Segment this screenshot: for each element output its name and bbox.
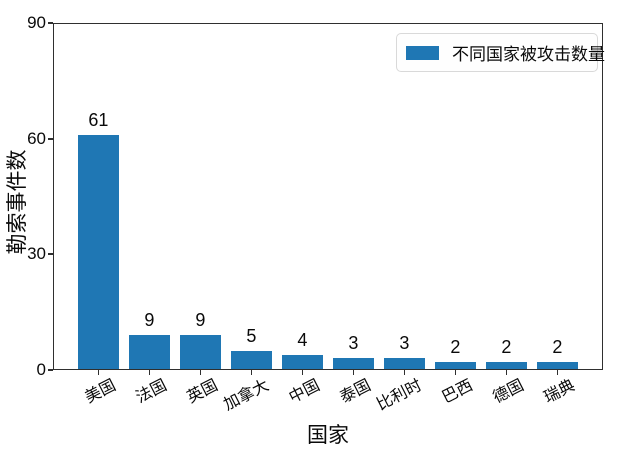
x-tick-mark xyxy=(301,370,304,375)
x-tick-label: 美国 xyxy=(82,377,120,407)
x-tick-mark xyxy=(97,370,100,375)
x-tick-label: 比利时 xyxy=(374,377,426,414)
bar-英国 xyxy=(179,335,221,370)
bar-德国 xyxy=(485,362,527,370)
y-tick-mark xyxy=(48,369,53,371)
bar-value-label: 3 xyxy=(348,333,359,354)
x-tick-mark xyxy=(403,370,406,375)
y-tick-mark xyxy=(48,253,53,256)
y-tick-label: 60 xyxy=(27,128,46,148)
x-tick-mark xyxy=(352,370,355,375)
y-tick-label: 0 xyxy=(36,360,46,379)
x-tick-mark xyxy=(505,370,508,375)
y-tick-label: 30 xyxy=(27,244,46,264)
bar-value-label: 9 xyxy=(195,310,206,331)
bar-value-label: 5 xyxy=(246,325,257,346)
bar-value-label: 9 xyxy=(144,310,155,331)
bar-加拿大 xyxy=(230,350,272,370)
bar-value-label: 2 xyxy=(501,337,512,358)
x-tick-label: 加拿大 xyxy=(221,377,273,414)
x-tick-mark xyxy=(556,370,559,375)
y-tick-mark xyxy=(48,22,53,24)
bar-美国 xyxy=(77,134,119,370)
x-tick-label: 泰国 xyxy=(337,377,375,407)
x-tick-label: 法国 xyxy=(133,377,171,407)
bar-法国 xyxy=(128,335,170,370)
legend-label: 不同国家被攻击数量 xyxy=(452,45,605,64)
bar-value-label: 2 xyxy=(552,337,563,358)
legend: 不同国家被攻击数量 xyxy=(396,33,605,72)
x-tick-label: 英国 xyxy=(184,377,222,407)
x-tick-mark xyxy=(250,370,253,375)
x-tick-label: 巴西 xyxy=(439,377,477,407)
y-tick-label: 90 xyxy=(27,13,46,32)
legend-swatch-icon xyxy=(406,45,439,60)
y-axis-label: 勒索事件数 xyxy=(6,149,29,255)
y-tick-mark xyxy=(48,137,53,140)
bar-巴西 xyxy=(434,362,476,370)
bar-value-label: 61 xyxy=(88,109,109,130)
bar-中国 xyxy=(281,354,323,370)
bar-value-label: 4 xyxy=(297,329,308,350)
bar-value-label: 3 xyxy=(399,333,410,354)
bar-泰国 xyxy=(332,358,374,370)
x-tick-mark xyxy=(454,370,457,375)
x-tick-label: 中国 xyxy=(286,377,324,407)
x-tick-mark xyxy=(199,370,202,375)
x-tick-mark xyxy=(148,370,151,375)
bar-比利时 xyxy=(383,358,425,370)
bar-瑞典 xyxy=(536,362,578,370)
x-tick-label: 德国 xyxy=(490,377,528,407)
bar-value-label: 2 xyxy=(450,337,461,358)
x-tick-label: 瑞典 xyxy=(541,377,579,407)
x-axis-label: 国家 xyxy=(307,424,349,447)
